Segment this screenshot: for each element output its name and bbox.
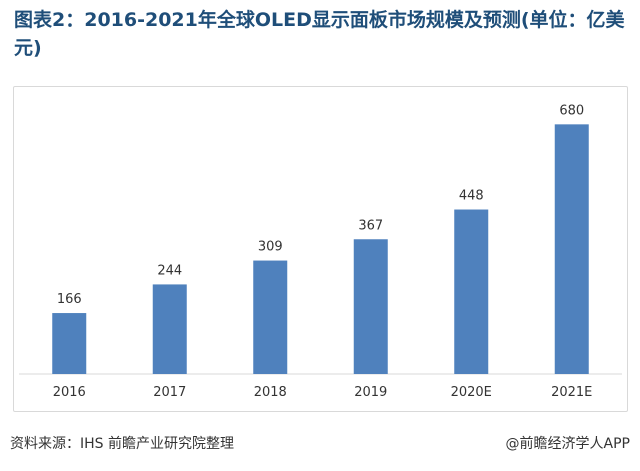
chart-title-text: 图表2：2016-2021年全球OLED显示面板市场规模及预测(单位：亿美元): [14, 9, 625, 59]
chart-area: 166 2016 244 2017 309 2018 367 2019 448 2020E 680 2…: [13, 86, 628, 412]
x-tick-label-2019: 2019: [354, 385, 387, 400]
chart-title: 图表2：2016-2021年全球OLED显示面板市场规模及预测(单位：亿美元): [14, 6, 630, 62]
bar-2019: [353, 239, 388, 374]
source-note: 资料来源：IHS 前瞻产业研究院整理: [10, 436, 234, 452]
x-tick-label-2020E: 2020E: [451, 385, 492, 400]
bar-chart: 166 2016 244 2017 309 2018 367 2019 448 2020E 680 2…: [19, 103, 622, 400]
data-label-2016: 166: [57, 292, 82, 307]
data-label-2021E: 680: [559, 103, 584, 118]
x-tick-label-2017: 2017: [153, 385, 186, 400]
x-tick-label-2021E: 2021E: [551, 385, 592, 400]
bar-2016: [52, 313, 87, 374]
data-label-2020E: 448: [459, 189, 484, 204]
data-label-2018: 309: [258, 240, 283, 255]
data-label-2017: 244: [157, 263, 182, 278]
data-label-2019: 367: [358, 218, 383, 233]
x-tick-label-2016: 2016: [53, 385, 86, 400]
bar-2017: [152, 284, 187, 374]
bar-2021E: [554, 124, 589, 374]
credit-note: @前瞻经济学人APP: [505, 436, 630, 452]
x-tick-label-2018: 2018: [254, 385, 287, 400]
bar-2020E: [454, 209, 489, 374]
bar-2018: [253, 260, 288, 374]
